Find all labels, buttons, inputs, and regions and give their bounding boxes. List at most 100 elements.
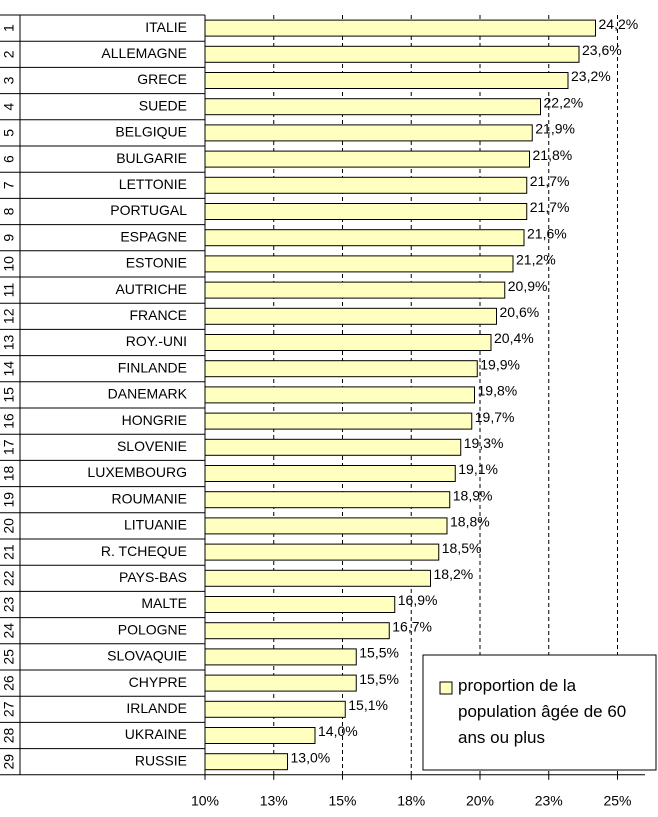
bar — [204, 45, 580, 63]
category-label: FINLANDE — [118, 359, 187, 375]
bar — [204, 674, 357, 692]
value-label: 20,9% — [508, 278, 548, 294]
category-label: LUXEMBOURG — [87, 464, 187, 480]
category-label: ROUMANIE — [112, 490, 187, 506]
rank-label: 3 — [1, 76, 17, 84]
category-label: ROY.-UNI — [126, 333, 187, 349]
bar — [204, 648, 357, 666]
category-label: BULGARIE — [116, 150, 187, 166]
category-label: SLOVAQUIE — [107, 648, 187, 664]
value-label: 24,2% — [599, 16, 639, 32]
value-label: 18,5% — [442, 540, 482, 556]
value-label: 16,9% — [398, 592, 438, 608]
value-label: 19,3% — [464, 435, 504, 451]
category-label: HONGRIE — [122, 412, 187, 428]
rank-label: 24 — [1, 623, 17, 639]
x-tick-label: 23% — [535, 793, 563, 809]
value-label: 21,7% — [530, 199, 570, 215]
rank-label: 4 — [1, 103, 17, 111]
value-label: 23,6% — [582, 42, 622, 58]
category-label: LETTONIE — [119, 176, 187, 192]
value-label: 19,7% — [475, 409, 515, 425]
rank-label: 14 — [1, 361, 17, 377]
legend-swatch — [439, 681, 453, 695]
rank-label: 25 — [1, 649, 17, 665]
rank-label: 27 — [1, 701, 17, 717]
rank-label: 13 — [1, 335, 17, 351]
category-label: IRLANDE — [126, 700, 187, 716]
legend-text-box: proportion de la population âgée de 60 a… — [458, 676, 626, 747]
bar — [204, 150, 530, 168]
value-label: 22,2% — [544, 94, 584, 110]
value-label: 21,9% — [535, 121, 575, 137]
rank-label: 11 — [1, 283, 17, 298]
rank-label: 8 — [1, 207, 17, 215]
rank-label: 29 — [1, 754, 17, 770]
category-label: CHYPRE — [129, 674, 187, 690]
rank-label: 9 — [1, 234, 17, 242]
bar — [204, 176, 528, 194]
bar — [204, 569, 431, 587]
value-label: 23,2% — [571, 68, 611, 84]
category-label: BELGIQUE — [115, 124, 187, 140]
value-label: 21,8% — [533, 147, 573, 163]
category-label: PAYS-BAS — [119, 569, 187, 585]
category-label: UKRAINE — [125, 726, 187, 742]
rank-label: 20 — [1, 518, 17, 534]
bar — [204, 727, 316, 744]
bar — [204, 438, 462, 456]
category-label: POLOGNE — [118, 621, 187, 637]
bar — [204, 700, 346, 718]
value-label: 13,0% — [291, 749, 331, 765]
value-label: 19,1% — [458, 461, 498, 477]
bar — [204, 255, 514, 273]
bar — [204, 386, 475, 404]
value-label: 15,5% — [359, 671, 399, 687]
legend-box — [422, 654, 657, 771]
bar — [204, 281, 506, 299]
value-label: 19,8% — [478, 383, 518, 399]
rank-label: 28 — [1, 728, 17, 744]
value-label: 21,7% — [530, 173, 570, 189]
rank-label: 21 — [1, 544, 17, 560]
rank-label: 22 — [1, 570, 17, 586]
rank-label: 6 — [1, 155, 17, 163]
category-label: ITALIE — [145, 19, 187, 35]
category-label: AUTRICHE — [115, 281, 187, 297]
value-label: 18,2% — [434, 566, 474, 582]
bar — [204, 465, 456, 482]
category-label: ALLEMAGNE — [101, 45, 187, 61]
x-tick-label: 25% — [603, 793, 631, 809]
rank-label: 23 — [1, 597, 17, 613]
rank-label: 16 — [1, 413, 17, 429]
category-label: PORTUGAL — [110, 202, 187, 218]
x-tick-label: 10% — [191, 793, 219, 809]
x-tick-label: 13% — [260, 793, 288, 809]
x-tick-label: 20% — [466, 793, 494, 809]
value-label: 14,0% — [318, 723, 358, 739]
category-label: GRECE — [137, 71, 187, 87]
rank-label: 15 — [1, 387, 17, 403]
rank-label: 26 — [1, 675, 17, 691]
bar — [204, 98, 541, 116]
category-label: SLOVENIE — [117, 438, 187, 454]
category-label: RUSSIE — [135, 752, 187, 768]
value-label: 19,9% — [480, 356, 520, 372]
category-label: DANEMARK — [108, 386, 188, 402]
value-label: 21,6% — [527, 225, 567, 241]
value-label: 15,5% — [359, 645, 399, 661]
value-label: 20,6% — [500, 304, 540, 320]
category-label: ESTONIE — [126, 255, 187, 271]
category-label: MALTE — [141, 595, 187, 611]
category-label: LITUANIE — [124, 517, 187, 533]
value-label: 18,8% — [450, 514, 490, 530]
category-label: SUEDE — [139, 97, 187, 113]
value-label: 20,4% — [494, 330, 534, 346]
bar — [204, 753, 288, 771]
bar — [204, 72, 569, 89]
x-tick-label: 15% — [328, 793, 356, 809]
rank-label: 2 — [1, 50, 17, 58]
bar — [204, 412, 473, 430]
bar — [204, 19, 596, 37]
rank-label: 19 — [1, 492, 17, 508]
